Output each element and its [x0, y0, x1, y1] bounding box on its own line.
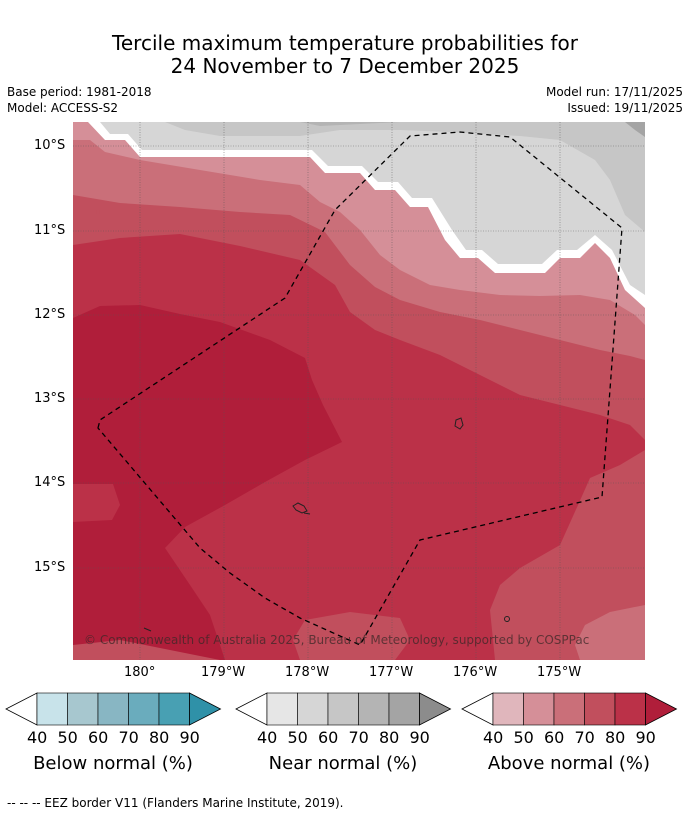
title-line-1: Tercile maximum temperature probabilitie…: [112, 31, 578, 55]
colorbar-above-tick: 50: [513, 728, 534, 747]
eez-border: [97, 131, 623, 646]
colorbar-above-low-extend: [461, 692, 494, 726]
colorbar-above-segment: [584, 692, 616, 726]
colorbar-above-tick: 90: [635, 728, 656, 747]
island-lau: [292, 502, 311, 515]
eez-legend-note: -- -- -- EEZ border V11 (Flanders Marine…: [7, 796, 344, 810]
near-50-region: [165, 122, 645, 232]
colorbar-near-low-extend: [235, 692, 268, 726]
lon-label-179w: 179°W: [201, 665, 246, 680]
colorbar-near-label: Near normal (%): [268, 753, 418, 774]
colorbar-above-tick: 70: [574, 728, 595, 747]
issued-date: Issued: 19/11/2025: [567, 101, 683, 115]
colorbar-below-label: Below normal (%): [33, 753, 193, 774]
lat-label-10s: 10°S: [34, 138, 66, 153]
colorbar-below-segment: [158, 692, 190, 726]
lon-label-180: 180°: [124, 665, 156, 680]
colorbar-near-segment: [358, 692, 390, 726]
above-70-southwest: [73, 640, 220, 660]
colorbar-above-high-extend: [645, 692, 678, 726]
title-line-2: 24 November to 7 December 2025: [170, 54, 520, 78]
colorbar-below-segment: [36, 692, 68, 726]
colorbar-below-tick: 40: [27, 728, 48, 747]
colorbar-near-tick: 80: [379, 728, 400, 747]
colorbar-near-tick: 60: [318, 728, 339, 747]
colorbar-near-segment: [388, 692, 420, 726]
lat-label-11s: 11°S: [34, 223, 66, 238]
colorbar-near-high-extend: [419, 692, 452, 726]
lon-label-175w: 175°W: [537, 665, 582, 680]
island-southeast: [504, 616, 510, 622]
colorbar-near-tick: 70: [348, 728, 369, 747]
lon-label-176w: 176°W: [453, 665, 498, 680]
above-70-south-patch: [293, 612, 410, 660]
lat-label-12s: 12°S: [34, 307, 66, 322]
colorbars: [5, 692, 678, 726]
model-run: Model run: 17/11/2025: [545, 85, 683, 99]
colorbar-above-tick: 60: [544, 728, 565, 747]
lat-label-13s: 13°S: [34, 391, 66, 406]
near-60-region: [300, 122, 400, 126]
model-name: Model: ACCESS-S2: [7, 101, 119, 115]
colorbar-below-tick: 50: [57, 728, 78, 747]
above-70-southeast: [490, 450, 645, 660]
above-80-patch: [73, 484, 120, 522]
near-40-region: [100, 122, 645, 295]
attribution: © Commonwealth of Australia 2025, Bureau…: [84, 633, 590, 647]
lat-label-14s: 14°S: [34, 475, 66, 490]
above-70-spot: [96, 210, 100, 214]
colorbar-below-segment: [67, 692, 99, 726]
colorbar-below-low-extend: [5, 692, 38, 726]
above-60-southeast: [575, 605, 645, 660]
colorbar-near-segment: [297, 692, 329, 726]
island-west: [143, 627, 152, 632]
colorbar-above-tick: 40: [483, 728, 504, 747]
colorbar-near-segment: [266, 692, 298, 726]
colorbar-near-tick: 90: [409, 728, 430, 747]
colorbar-below-tick: 90: [179, 728, 200, 747]
colorbar-below-high-extend: [189, 692, 222, 726]
colorbar-near: [235, 692, 452, 726]
colorbar-near-segment: [327, 692, 359, 726]
colorbar-above-label: Above normal (%): [487, 753, 651, 774]
colorbar-below-tick: 80: [149, 728, 170, 747]
colorbar-below-tick: 60: [88, 728, 109, 747]
colorbar-above-segment: [553, 692, 585, 726]
colorbar-above-segment: [492, 692, 524, 726]
colorbar-above-segment: [614, 692, 646, 726]
island-koro: [454, 417, 464, 430]
near-70-region: [625, 122, 645, 137]
base-period: Base period: 1981-2018: [7, 85, 152, 99]
colorbar-above-tick: 80: [605, 728, 626, 747]
colorbar-below: [5, 692, 222, 726]
colorbar-near-tick: 40: [257, 728, 278, 747]
colorbar-below-segment: [128, 692, 160, 726]
colorbar-below-segment: [97, 692, 129, 726]
colorbar-above-segment: [523, 692, 555, 726]
colorbar-above: [461, 692, 678, 726]
lon-label-178w: 178°W: [285, 665, 330, 680]
lon-label-177w: 177°W: [369, 665, 414, 680]
graticule: [73, 122, 645, 660]
lat-label-15s: 15°S: [34, 560, 66, 575]
colorbar-below-tick: 70: [118, 728, 139, 747]
colorbar-near-tick: 50: [287, 728, 308, 747]
